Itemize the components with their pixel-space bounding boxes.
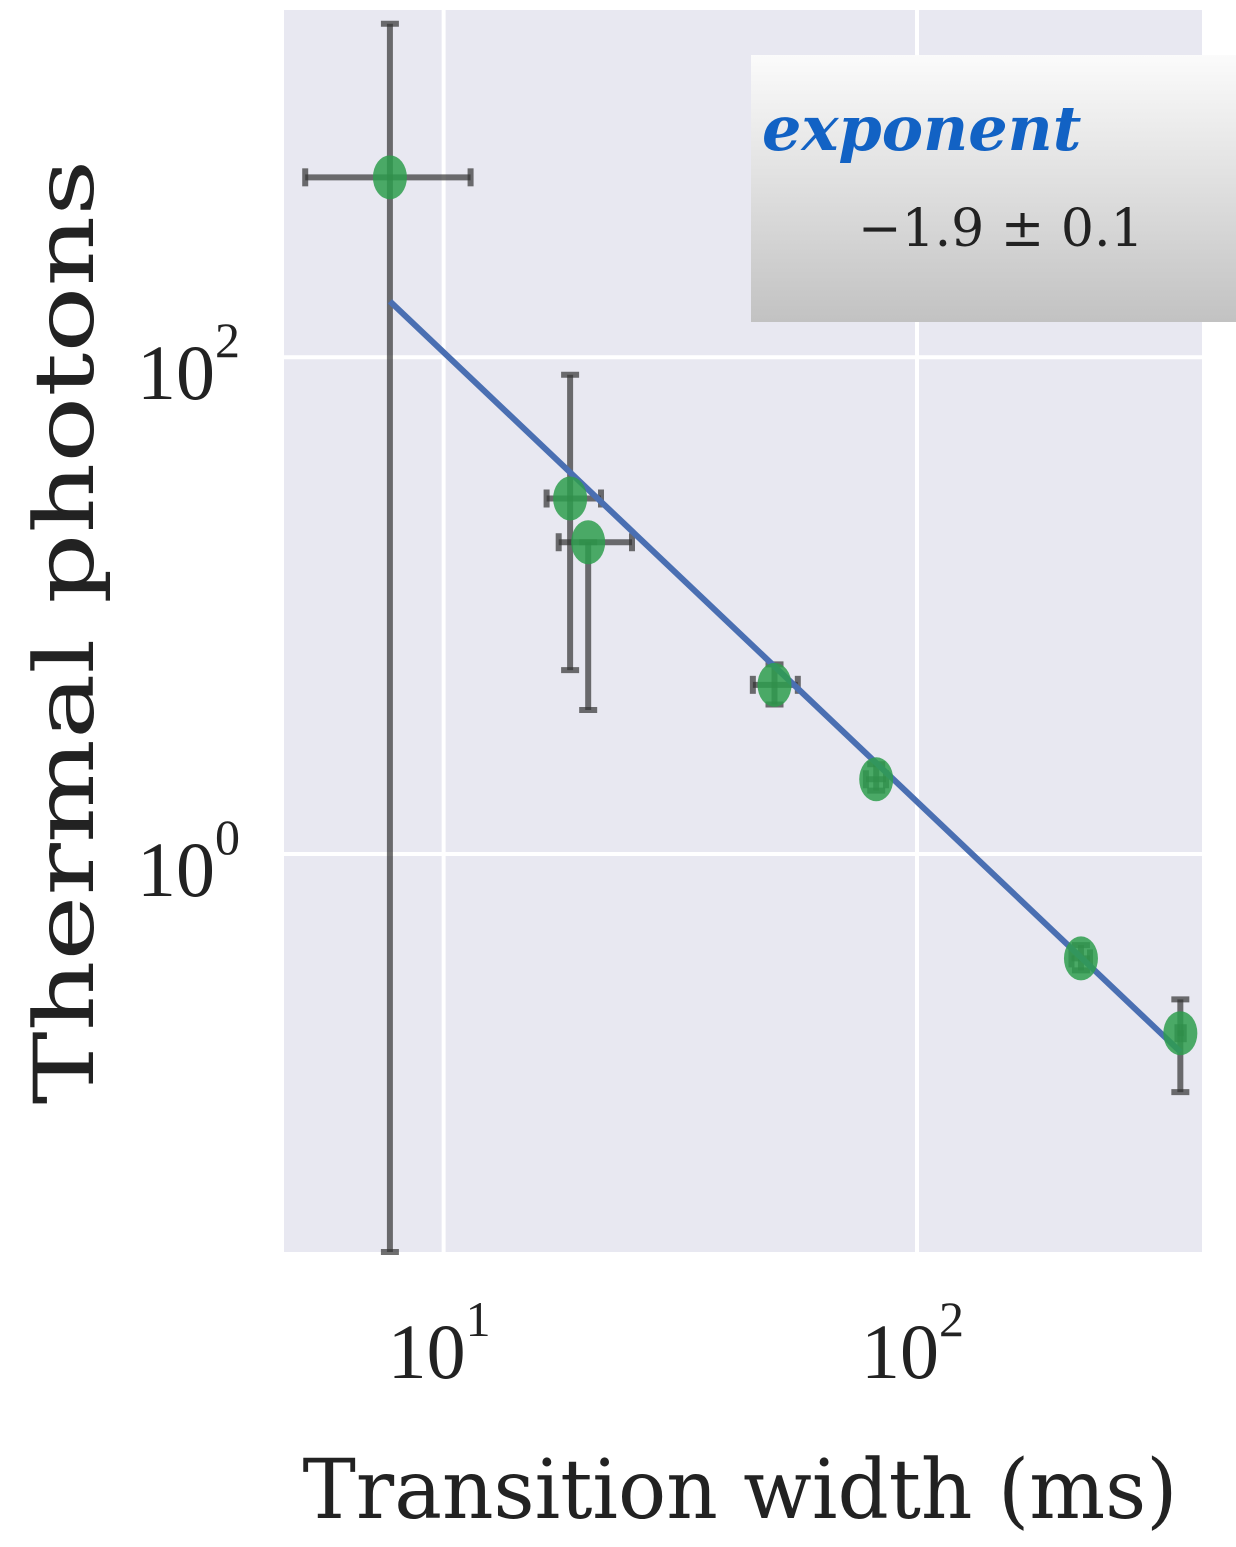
data-point (1163, 1011, 1198, 1056)
annotation-title: exponent (762, 92, 1082, 165)
annotation-background (751, 55, 1236, 322)
y-tick-label: 100 (137, 809, 240, 913)
x-tick-labels: 101 102 (388, 1291, 964, 1395)
y-axis-title: Thermal photons (18, 160, 113, 1105)
x-tick-label: 102 (861, 1291, 964, 1395)
data-point (571, 520, 606, 565)
x-tick-label: 101 (388, 1291, 491, 1395)
data-point (372, 155, 407, 200)
data-point (553, 476, 588, 521)
annotation-box: exponent −1.9 ± 0.1 (751, 55, 1236, 322)
data-point (1063, 936, 1098, 981)
data-point (757, 662, 792, 707)
y-tick-labels: 100 102 (137, 312, 240, 913)
x-axis-title: Transition width (ms) (303, 1443, 1178, 1538)
data-points (372, 155, 1198, 1056)
data-point (859, 757, 894, 802)
y-tick-label: 102 (137, 312, 240, 416)
annotation-value: −1.9 ± 0.1 (858, 199, 1144, 259)
